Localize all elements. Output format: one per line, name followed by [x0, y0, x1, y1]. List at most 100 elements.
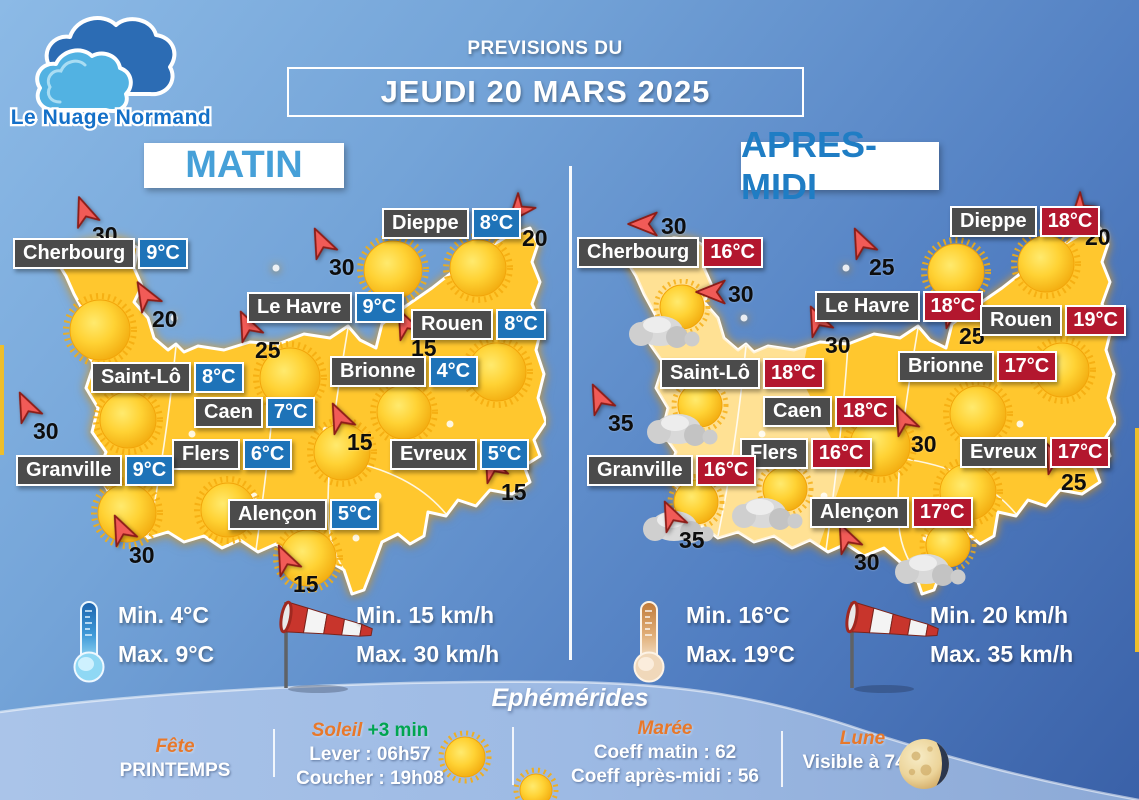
morning-temp-min: Min. 4°C [118, 602, 209, 628]
city-temperature: 16°C [810, 438, 872, 469]
city-name: Saint-Lô [91, 362, 191, 393]
city-name: Evreux [390, 439, 477, 470]
ephemerides-title: Ephémérides [491, 684, 649, 712]
sun-cloud-icon [642, 376, 738, 460]
wind-speed: 20 [522, 225, 548, 251]
wind-arrow-icon [584, 382, 617, 417]
city-label: Saint-Lô 8°C [91, 362, 244, 393]
fete-block: Fête PRINTEMPS [95, 736, 255, 782]
city-name: Dieppe [950, 206, 1037, 237]
city-name: Brionne [330, 356, 426, 387]
panel-title-matin: MATIN [144, 143, 344, 188]
sun-icon [941, 377, 1015, 456]
forecast-supertitle: PREVISIONS DU [467, 38, 623, 59]
sun-icon [61, 291, 139, 374]
city-name: Le Havre [815, 291, 920, 322]
morning-temp-max: Max. 9°C [118, 641, 215, 667]
maree-coeff-matin: Coeff matin : 62 [593, 742, 737, 763]
wind-arrow-icon [106, 513, 139, 548]
city-name: Granville [587, 455, 693, 486]
city-name: Saint-Lô [660, 358, 760, 389]
city-temperature: 4°C [428, 356, 479, 387]
city-temperature: 6°C [242, 439, 293, 470]
city-temperature: 17°C [911, 497, 973, 528]
city-temperature: 16°C [702, 237, 763, 268]
city-temperature: 17°C [1049, 437, 1111, 468]
city-name: Granville [16, 455, 122, 486]
sun-icon [437, 729, 493, 790]
sun-icon [1009, 227, 1083, 306]
wind-speed: 30 [854, 549, 880, 575]
city-temperature: 18°C [1039, 206, 1101, 237]
city-temperature: 7°C [265, 397, 316, 428]
city-label: Alençon 5°C [228, 499, 380, 530]
city-label: Caen 18°C [763, 396, 896, 427]
forecast-date-box: JEUDI 20 MARS 2025 [287, 67, 804, 117]
wind-arrow-icon [627, 208, 658, 240]
fete-label: Fête [155, 736, 195, 757]
afternoon-wind-min: Min. 20 km/h [930, 602, 1069, 628]
city-name: Flers [740, 438, 808, 469]
city-name: Flers [172, 439, 240, 470]
wind-speed: 35 [608, 410, 634, 436]
morning-wind-min: Min. 15 km/h [356, 602, 495, 628]
wind-arrow-icon [695, 276, 726, 308]
city-label: Rouen 8°C [411, 309, 546, 340]
city-temperature: 8°C [471, 208, 522, 239]
city-label: Evreux 17°C [960, 437, 1111, 468]
city-label: Granville 16°C [587, 455, 757, 486]
city-name: Dieppe [382, 208, 469, 239]
city-label: Alençon 17°C [810, 497, 973, 528]
footer-divider [273, 729, 275, 777]
city-label: Cherbourg 9°C [13, 238, 188, 269]
forecast-date: JEUDI 20 MARS 2025 [380, 74, 711, 109]
soleil-lever: Lever : 06h57 [309, 744, 431, 765]
maree-label: Marée [637, 718, 693, 739]
soleil-delta: +3 min [367, 720, 429, 741]
city-temperature: 18°C [834, 396, 896, 427]
city-temperature: 16°C [695, 455, 757, 486]
afternoon-temp-max: Max. 19°C [686, 641, 795, 667]
city-name: Rouen [411, 309, 494, 340]
city-label: Le Havre 9°C [247, 292, 405, 323]
lune-label: Lune [839, 728, 886, 749]
wind-arrow-icon [324, 401, 357, 436]
wind-arrow-icon [888, 403, 921, 438]
wind-speed: 15 [347, 429, 373, 455]
wind-arrow-icon [11, 390, 44, 425]
brand-logo: Le Nuage Normand [8, 16, 213, 131]
city-name: Alençon [228, 499, 327, 530]
city-label: Flers 6°C [172, 439, 293, 470]
windsock-icon [272, 596, 376, 701]
wind-speed: 15 [501, 479, 527, 505]
city-temperature: 18°C [922, 291, 984, 322]
sun-icon [919, 235, 993, 314]
city-name: Caen [763, 396, 832, 427]
city-temperature: 9°C [138, 238, 188, 269]
city-label: Rouen 19°C [980, 305, 1126, 336]
city-temperature: 9°C [124, 455, 175, 486]
cloud-logo-icon [35, 16, 177, 113]
lune-block: Lune Visible à 74% [790, 728, 935, 774]
ephemerides-band [0, 680, 1139, 800]
wind-speed: 30 [911, 431, 937, 457]
sun-icon [91, 383, 165, 462]
city-temperature: 17°C [996, 351, 1058, 382]
windsock-icon [838, 596, 942, 701]
city-name: Brionne [898, 351, 994, 382]
morning-wind-max: Max. 30 km/h [356, 641, 500, 667]
wind-speed: 30 [825, 332, 851, 358]
wind-arrow-icon [846, 226, 879, 261]
maree-coeff-apres-midi: Coeff après-midi : 56 [571, 766, 759, 787]
city-name: Alençon [810, 497, 909, 528]
city-label: Granville 9°C [16, 455, 175, 486]
city-temperature: 8°C [194, 362, 244, 393]
city-temperature: 5°C [479, 439, 530, 470]
afternoon-wind-max: Max. 35 km/h [930, 641, 1074, 667]
lune-value: Visible à 74% [802, 752, 923, 773]
wind-speed: 35 [679, 527, 705, 553]
wind-speed: 30 [129, 542, 155, 568]
city-label: Dieppe 18°C [950, 206, 1101, 237]
soleil-label: Soleil [311, 720, 363, 741]
